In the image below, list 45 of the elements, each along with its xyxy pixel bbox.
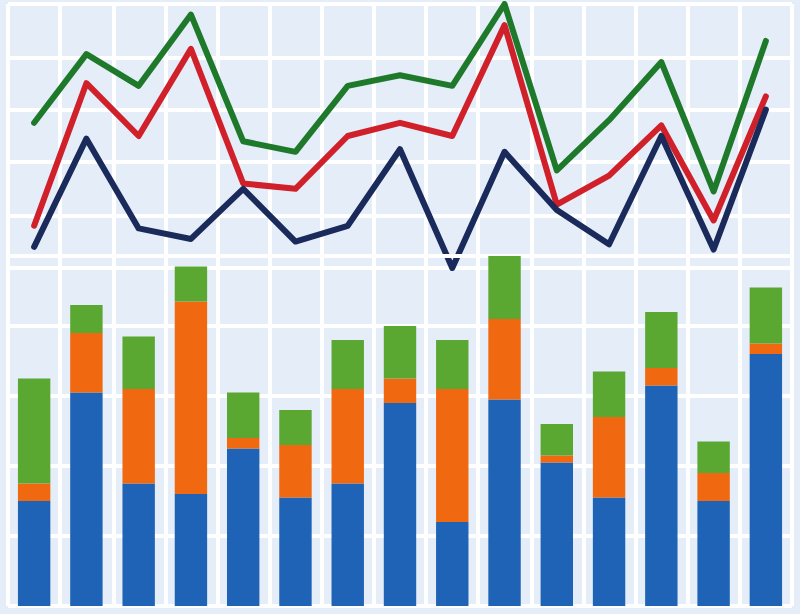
bar xyxy=(436,522,469,606)
bar xyxy=(645,368,678,386)
bar xyxy=(70,305,103,333)
bar xyxy=(436,389,469,522)
bar xyxy=(122,483,155,606)
bar xyxy=(540,455,573,463)
bar xyxy=(70,392,103,606)
bar xyxy=(17,483,51,501)
bar xyxy=(227,448,260,606)
bar xyxy=(122,389,155,484)
bar xyxy=(17,501,51,606)
bar xyxy=(174,266,208,302)
bar xyxy=(436,340,469,389)
bar xyxy=(749,287,783,344)
bar xyxy=(697,473,730,501)
bar xyxy=(488,319,521,400)
bar xyxy=(279,445,312,498)
bar xyxy=(174,301,208,494)
bar xyxy=(749,354,783,606)
bar xyxy=(645,385,678,606)
bar xyxy=(488,256,521,319)
bar xyxy=(331,389,364,484)
bar xyxy=(540,462,573,606)
bar xyxy=(592,417,626,498)
bar xyxy=(383,378,417,403)
bar xyxy=(279,410,312,445)
bar xyxy=(697,501,730,606)
bar xyxy=(592,497,626,606)
bar xyxy=(174,494,208,606)
bar xyxy=(17,378,51,484)
bar xyxy=(488,399,521,606)
bar xyxy=(697,441,730,473)
bar xyxy=(749,343,783,354)
bar xyxy=(70,333,103,393)
bar xyxy=(540,424,573,456)
bar xyxy=(331,340,364,389)
bar xyxy=(279,497,312,606)
bar xyxy=(331,483,364,606)
bar xyxy=(227,392,260,438)
bar xyxy=(227,438,260,449)
bar xyxy=(592,371,626,417)
bar xyxy=(383,403,417,606)
bar xyxy=(383,326,417,379)
bar xyxy=(122,336,155,389)
bar xyxy=(645,312,678,368)
